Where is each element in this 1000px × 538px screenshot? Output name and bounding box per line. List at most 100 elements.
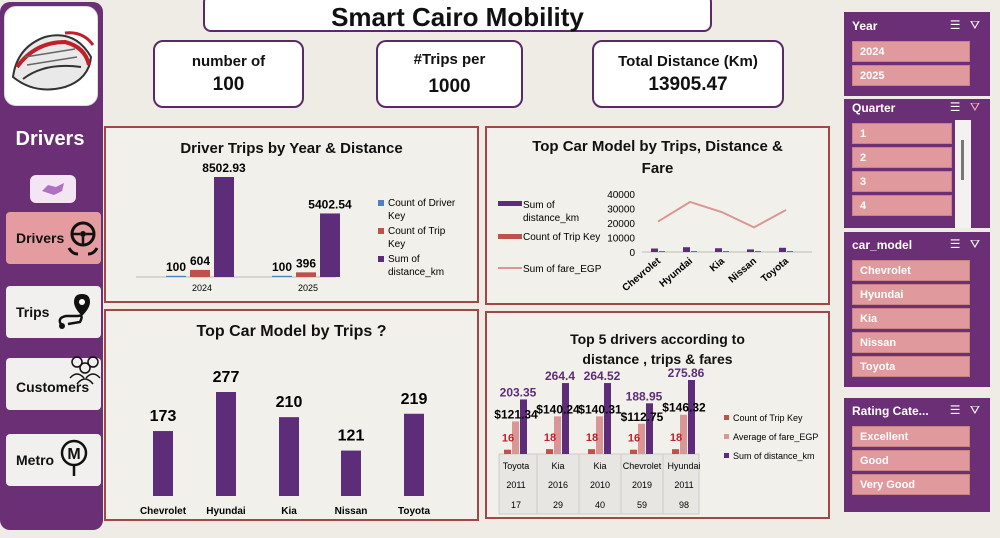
steering-wheel-icon (67, 221, 99, 256)
data-label: 396 (296, 256, 316, 270)
slicer-quarter-title: Quarter (852, 101, 896, 115)
legend-label: Count of Driver (388, 198, 456, 209)
bar-trips (216, 392, 236, 496)
slicer-year-title: Year (852, 19, 878, 33)
bar-count-of-trip-key (296, 272, 316, 277)
data-label: 18 (544, 432, 556, 444)
metro-icon: M (60, 439, 88, 476)
legend-swatch (498, 201, 522, 206)
slicer-quarter-item[interactable]: 4 (852, 195, 952, 216)
table-year: 2011 (674, 480, 693, 490)
clear-filter-icon[interactable]: ⛛ (969, 100, 980, 114)
bar-trips (659, 251, 665, 252)
slicer-car-model-item[interactable]: Kia (852, 308, 970, 329)
nav-customers-label: Customers (16, 379, 90, 395)
chart-title: Driver Trips by Year & Distance (180, 140, 403, 157)
x-tick-label: Kia (281, 506, 297, 517)
bar-trips (787, 251, 793, 252)
slicer-quarter-item[interactable]: 1 (852, 123, 952, 144)
bar-trips (723, 251, 729, 252)
map-icon[interactable] (30, 175, 76, 203)
bar-count-of-driver-key (272, 275, 292, 277)
scrollbar-thumb[interactable] (961, 140, 964, 180)
kpi-value: 1000 (428, 76, 471, 97)
slicer-divider (844, 96, 990, 99)
data-label: $112.75 (621, 410, 664, 424)
clear-filter-icon[interactable]: ⛛ (969, 18, 980, 32)
slicer-rating-icons: ☰ ⛛ (950, 403, 980, 418)
table-model: Chevrolet (623, 461, 662, 471)
bar-trips (404, 413, 424, 496)
multi-select-icon[interactable]: ☰ (949, 403, 961, 417)
slicer-car-model-item[interactable]: Chevrolet (852, 260, 970, 281)
data-label: 203.35 (500, 385, 537, 399)
data-label: 16 (628, 433, 640, 445)
slicer-rating-item[interactable]: Excellent (852, 426, 970, 447)
slicer-year-item[interactable]: 2024 (852, 41, 970, 62)
legend-swatch (724, 415, 729, 420)
slicer-divider (844, 387, 990, 398)
kpi-card-trips: #Trips per 1000 (376, 40, 523, 108)
chart-panel-car-model-trips: Top Car Model by Trips ? 173 Chevrolet 277… (104, 309, 479, 521)
bar-sum-of-distance_km (646, 403, 653, 454)
y-tick-label: 0 (629, 248, 635, 259)
nav-drivers[interactable]: Drivers (6, 212, 101, 264)
table-driver: 29 (553, 500, 563, 510)
data-label: 8502.93 (202, 161, 246, 175)
slicer-car-model-item[interactable]: Nissan (852, 332, 970, 353)
clear-filter-icon[interactable]: ⛛ (969, 237, 980, 251)
slicer-rating-item[interactable]: Good (852, 450, 970, 471)
data-label: 100 (272, 260, 292, 274)
multi-select-icon[interactable]: ☰ (949, 100, 961, 114)
kpi-card-drivers: number of 100 (153, 40, 304, 108)
slicer-year-icons: ☰ ⛛ (950, 18, 980, 33)
nav-metro-label: Metro (16, 452, 55, 468)
clear-filter-icon[interactable]: ⛛ (969, 403, 980, 417)
chart-panel-top-drivers: Top 5 drivers according to distance , tr… (485, 311, 830, 519)
x-tick-label: 2025 (298, 283, 318, 293)
filter-pane: Year ☰ ⛛ 2024 2025 Quarter ☰ ⛛ 1 2 3 4 c… (844, 12, 990, 512)
data-label: $146.32 (662, 401, 706, 415)
bar-average-of-fare_egp (596, 416, 603, 454)
multi-select-icon[interactable]: ☰ (949, 237, 961, 251)
chart-title: Top Car Model by Trips, Distance & Fare (532, 138, 783, 177)
slicer-year-item[interactable]: 2025 (852, 65, 970, 86)
top-drivers-chart: 16 $121.34 203.35 Toyota 2011 17 18 $140.24 264.… (494, 366, 818, 515)
bar-distance (683, 247, 690, 252)
x-tick-label: Toyota (759, 256, 791, 285)
legend-label: Average of fare_EGP (733, 432, 818, 442)
data-label: 121 (338, 428, 365, 445)
bar-sum-of-distance_km (562, 383, 569, 454)
slicer-quarter-item[interactable]: 3 (852, 171, 952, 192)
x-tick-label: Chevrolet (621, 255, 664, 294)
table-model: Kia (593, 461, 606, 471)
slicer-scrollbar[interactable] (955, 120, 971, 228)
legend-label: Count of Trip Key (523, 232, 600, 243)
nav-customers[interactable]: Customers (6, 356, 101, 410)
slicer-quarter-item[interactable]: 2 (852, 147, 952, 168)
bar-count-of-trip-key (672, 449, 679, 454)
data-label: 16 (502, 433, 514, 445)
slicer-car-model-item[interactable]: Hyundai (852, 284, 970, 305)
legend-label: Sum of fare_EGP (523, 264, 602, 275)
slicer-rating-title: Rating Cate... (852, 404, 929, 418)
kpi-value: 100 (212, 74, 245, 95)
chart-title: Top 5 drivers according to distance , tr… (570, 331, 745, 367)
table-model: Toyota (503, 461, 530, 471)
multi-select-icon[interactable]: ☰ (949, 18, 961, 32)
x-tick-label: 2024 (192, 283, 212, 293)
bar-average-of-fare_egp (680, 414, 687, 454)
bar-sum-of-distance_km (604, 383, 611, 454)
legend-label: Sum of (523, 200, 555, 211)
bar-sum-of-distance_km (214, 177, 234, 277)
nav-trips[interactable]: Trips (6, 286, 101, 338)
nav-metro[interactable]: Metro M (6, 434, 101, 486)
slicer-car-model-item[interactable]: Toyota (852, 356, 970, 377)
car-logo-icon (11, 31, 95, 91)
series-line-fare (657, 200, 787, 229)
slicer-rating-item[interactable]: Very Good (852, 474, 970, 495)
bar-sum-of-distance_km (320, 213, 340, 277)
data-label: 264.52 (584, 369, 621, 383)
data-label: $140.24 (536, 402, 580, 416)
